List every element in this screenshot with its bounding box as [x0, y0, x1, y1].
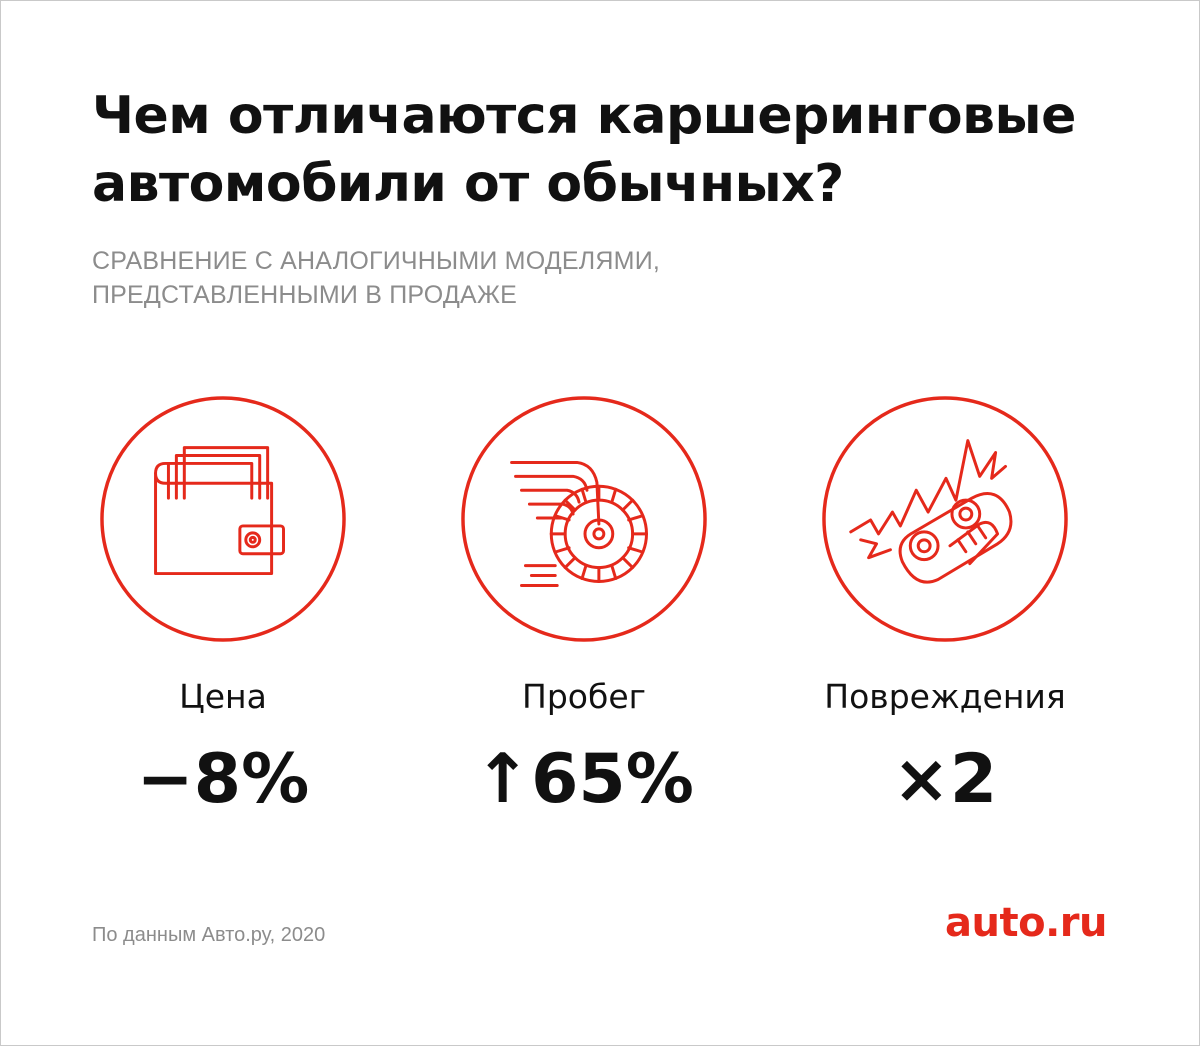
subtitle-line-2: ПРЕДСТАВЛЕННЫМИ В ПРОДАЖЕ	[92, 281, 518, 309]
stat-damage-value: ×2	[892, 740, 998, 819]
title-line-2: автомобили от обычных?	[92, 154, 844, 214]
subtitle-line-1: СРАВНЕНИЕ С АНАЛОГИЧНЫМИ МОДЕЛЯМИ,	[92, 247, 661, 275]
stat-price: Цена −8%	[98, 395, 348, 819]
stat-price-label: Цена	[179, 677, 267, 716]
source-footnote: По данным Авто.ру, 2020	[92, 924, 326, 946]
stat-mileage-value: ↑65%	[474, 740, 694, 819]
title-line-1: Чем отличаются каршеринговые	[92, 86, 1076, 146]
stat-mileage-label: Пробег	[522, 677, 646, 716]
winged-wheel-icon	[461, 396, 707, 642]
stat-mileage: Пробег ↑65%	[459, 395, 709, 819]
crashed-car-icon	[822, 396, 1068, 642]
stat-price-value: −8%	[136, 740, 310, 819]
wallet-icon	[100, 396, 346, 642]
page-title: Чем отличаются каршеринговые автомобили …	[92, 82, 1132, 218]
stat-damage-label: Повреждения	[824, 677, 1066, 716]
brand-logo: auto.ru	[945, 900, 1107, 946]
stat-damage: Повреждения ×2	[820, 395, 1070, 819]
page-subtitle: СРАВНЕНИЕ С АНАЛОГИЧНЫМИ МОДЕЛЯМИ, ПРЕДС…	[92, 244, 992, 312]
